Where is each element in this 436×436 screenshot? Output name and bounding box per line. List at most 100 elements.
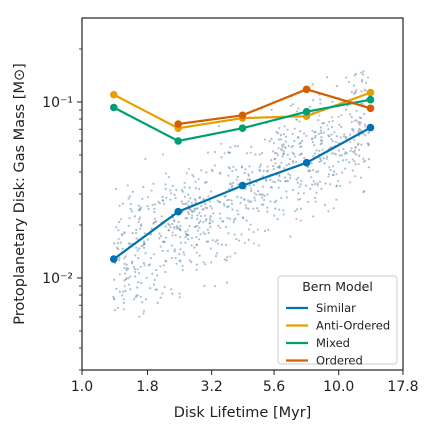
- scatter-point: [190, 236, 194, 240]
- scatter-point: [139, 295, 142, 298]
- scatter-point: [132, 265, 136, 268]
- scatter-point: [333, 170, 336, 173]
- scatter-point: [256, 228, 259, 231]
- scatter-point: [118, 204, 121, 207]
- scatter-point: [329, 183, 332, 186]
- scatter-point: [245, 206, 248, 210]
- scatter-point: [229, 255, 232, 258]
- scatter-point: [334, 140, 337, 143]
- scatter-point: [216, 199, 219, 202]
- scatter-point: [317, 119, 320, 122]
- scatter-point: [273, 201, 276, 204]
- scatter-point: [279, 138, 283, 141]
- x-tick-label: 5.6: [263, 379, 285, 395]
- scatter-point: [342, 147, 345, 151]
- scatter-point: [193, 208, 196, 211]
- scatter-point: [208, 200, 211, 203]
- scatter-point: [236, 145, 239, 148]
- scatter-point: [240, 165, 243, 168]
- scatter-point: [184, 236, 187, 239]
- scatter-point: [207, 195, 210, 198]
- scatter-point: [327, 128, 330, 131]
- scatter-point: [348, 161, 351, 164]
- scatter-point: [128, 195, 131, 198]
- scatter-point: [358, 123, 361, 126]
- scatter-point: [190, 261, 193, 264]
- scatter-point: [253, 196, 256, 199]
- scatter-point: [142, 185, 145, 189]
- scatter-point: [219, 226, 222, 229]
- scatter-point: [187, 193, 190, 196]
- y-axis-label: Protoplanetary Disk: Gas Mass [M⊙]: [12, 63, 28, 325]
- scatter-point: [150, 227, 153, 230]
- scatter-point: [182, 251, 185, 254]
- scatter-point: [316, 182, 319, 185]
- scatter-point: [223, 258, 226, 261]
- scatter-point: [278, 208, 281, 211]
- scatter-point: [209, 219, 212, 222]
- scatter-point: [213, 285, 216, 288]
- scatter-point: [367, 130, 370, 134]
- scatter-point: [134, 270, 137, 274]
- scatter-point: [122, 290, 125, 293]
- scatter-point: [116, 246, 119, 249]
- scatter-point: [237, 213, 240, 216]
- scatter-point: [362, 191, 365, 194]
- scatter-point: [320, 139, 324, 142]
- scatter-point: [341, 171, 344, 174]
- scatter-point: [243, 198, 246, 201]
- scatter-point: [142, 246, 146, 249]
- scatter-point: [266, 206, 269, 209]
- scatter-point: [328, 166, 331, 169]
- scatter-point: [360, 117, 363, 120]
- scatter-point: [359, 121, 362, 124]
- scatter-point: [194, 180, 197, 183]
- scatter-point: [337, 160, 340, 163]
- scatter-point: [319, 126, 322, 129]
- scatter-point: [178, 296, 181, 299]
- scatter-point: [140, 245, 143, 248]
- legend-entry: Ordered: [316, 354, 363, 368]
- scatter-point: [313, 136, 316, 139]
- scatter-point: [222, 202, 226, 205]
- scatter-point: [353, 160, 356, 163]
- scatter-point: [159, 296, 162, 299]
- scatter-point: [293, 127, 296, 130]
- scatter-point: [192, 175, 195, 178]
- scatter-point: [158, 202, 161, 205]
- scatter-point: [245, 219, 248, 222]
- scatter-point: [261, 175, 264, 178]
- scatter-point: [171, 234, 174, 237]
- scatter-point: [227, 205, 230, 208]
- scatter-point: [235, 178, 238, 181]
- scatter-point: [354, 175, 357, 178]
- scatter-point: [178, 292, 181, 295]
- scatter-point: [202, 221, 205, 224]
- scatter-point: [269, 178, 272, 181]
- scatter-point: [177, 221, 180, 224]
- scatter-point: [206, 151, 209, 154]
- scatter-point: [258, 193, 261, 196]
- scatter-point: [187, 211, 190, 214]
- scatter-point: [291, 151, 294, 154]
- scatter-point: [367, 142, 370, 145]
- scatter-point: [190, 201, 193, 204]
- scatter-point: [311, 183, 314, 186]
- scatter-point: [137, 281, 140, 284]
- scatter-point: [337, 149, 340, 152]
- scatter-point: [178, 227, 181, 230]
- scatter-point: [113, 278, 116, 281]
- scatter-point: [277, 132, 280, 135]
- scatter-point: [131, 260, 134, 263]
- scatter-point: [284, 176, 287, 179]
- scatter-point: [161, 240, 164, 243]
- scatter-point: [234, 168, 238, 171]
- scatter-point: [164, 225, 167, 228]
- y-tick-label: 10⁻²: [42, 271, 73, 287]
- scatter-point: [302, 192, 305, 195]
- scatter-point: [223, 152, 226, 155]
- scatter-point: [160, 234, 163, 238]
- scatter-point: [361, 102, 364, 105]
- scatter-point: [136, 249, 139, 252]
